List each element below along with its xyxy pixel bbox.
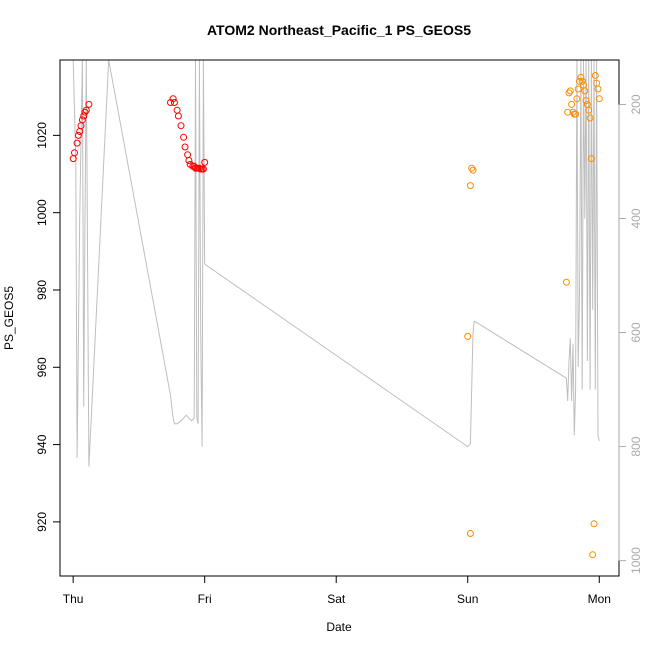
y-axis-label: PS_GEOS5 [2, 286, 16, 350]
data-point-series-2 [576, 77, 583, 85]
altitude-line-layer [72, 59, 600, 467]
data-point-series-2 [581, 87, 589, 95]
data-point-series-1 [81, 108, 89, 116]
data-point-series-1 [71, 149, 78, 157]
right-y-tick-label: 800 [629, 436, 643, 456]
data-point-series-2 [582, 97, 590, 105]
data-point-series-2 [568, 100, 576, 108]
data-point-series-2 [589, 551, 597, 559]
data-point-series-2 [566, 87, 574, 95]
data-point-series-1 [181, 143, 189, 151]
x-tick-label: Fri [198, 592, 212, 606]
data-point-series-2 [564, 108, 572, 116]
data-point-series-2 [572, 110, 580, 118]
data-point-series-1 [174, 112, 182, 120]
y-tick-label: 920 [35, 512, 49, 532]
right-y-tick-label: 1000 [629, 547, 643, 574]
x-axis: Thu Fri Sat Sun Mon [63, 575, 611, 606]
right-y-axis: 200 400 600 800 1000 [618, 94, 643, 574]
data-point-series-2 [590, 520, 598, 528]
data-point-series-1 [170, 99, 178, 106]
data-point-series-1 [169, 95, 177, 103]
data-point-series-1 [82, 106, 90, 114]
altitude-line [72, 59, 600, 467]
y-tick-label: 1020 [35, 122, 49, 149]
data-point-series-2 [577, 73, 585, 81]
right-y-tick-label: 400 [629, 208, 643, 228]
data-point-series-1 [85, 100, 93, 108]
data-point-series-2 [466, 182, 474, 190]
x-tick-label: Sun [457, 592, 478, 606]
y-axis: 920 940 960 980 1000 1020 [35, 122, 61, 532]
data-point-series-2 [594, 85, 602, 93]
data-point-series-1 [78, 116, 86, 124]
data-point-series-2 [586, 114, 594, 122]
y-tick-label: 960 [35, 357, 49, 377]
x-tick-label: Thu [63, 592, 84, 606]
points-layer [69, 72, 603, 559]
data-point-series-2 [578, 77, 586, 85]
data-point-series-1 [74, 131, 82, 139]
data-point-series-2 [574, 85, 582, 93]
data-point-series-2 [468, 164, 476, 172]
chart-title: ATOM2 Northeast_Pacific_1 PS_GEOS5 [207, 22, 471, 38]
x-tick-label: Mon [588, 592, 611, 606]
data-point-series-1 [201, 158, 209, 166]
y-tick-label: 1000 [35, 199, 49, 226]
y-tick-label: 980 [35, 280, 49, 300]
data-point-series-2 [565, 89, 573, 97]
data-point-series-1 [73, 139, 81, 147]
x-tick-label: Sat [327, 592, 346, 606]
data-point-series-2 [591, 72, 599, 79]
data-point-series-2 [595, 95, 603, 103]
data-point-series-1 [199, 165, 207, 173]
data-point-series-1 [185, 157, 193, 164]
data-point-series-2 [464, 332, 472, 340]
data-point-series-2 [469, 166, 477, 174]
data-point-series-1 [177, 122, 185, 130]
y-tick-label: 940 [35, 434, 49, 454]
data-point-series-1 [180, 133, 188, 141]
right-y-tick-label: 600 [629, 322, 643, 342]
data-point-series-2 [466, 530, 474, 537]
data-point-series-2 [562, 278, 570, 286]
data-point-series-2 [585, 106, 593, 114]
data-point-series-2 [587, 155, 595, 163]
data-point-series-1 [80, 112, 88, 120]
x-axis-label: Date [326, 620, 352, 634]
right-y-tick-label: 200 [629, 94, 643, 114]
data-point-series-2 [573, 95, 581, 103]
